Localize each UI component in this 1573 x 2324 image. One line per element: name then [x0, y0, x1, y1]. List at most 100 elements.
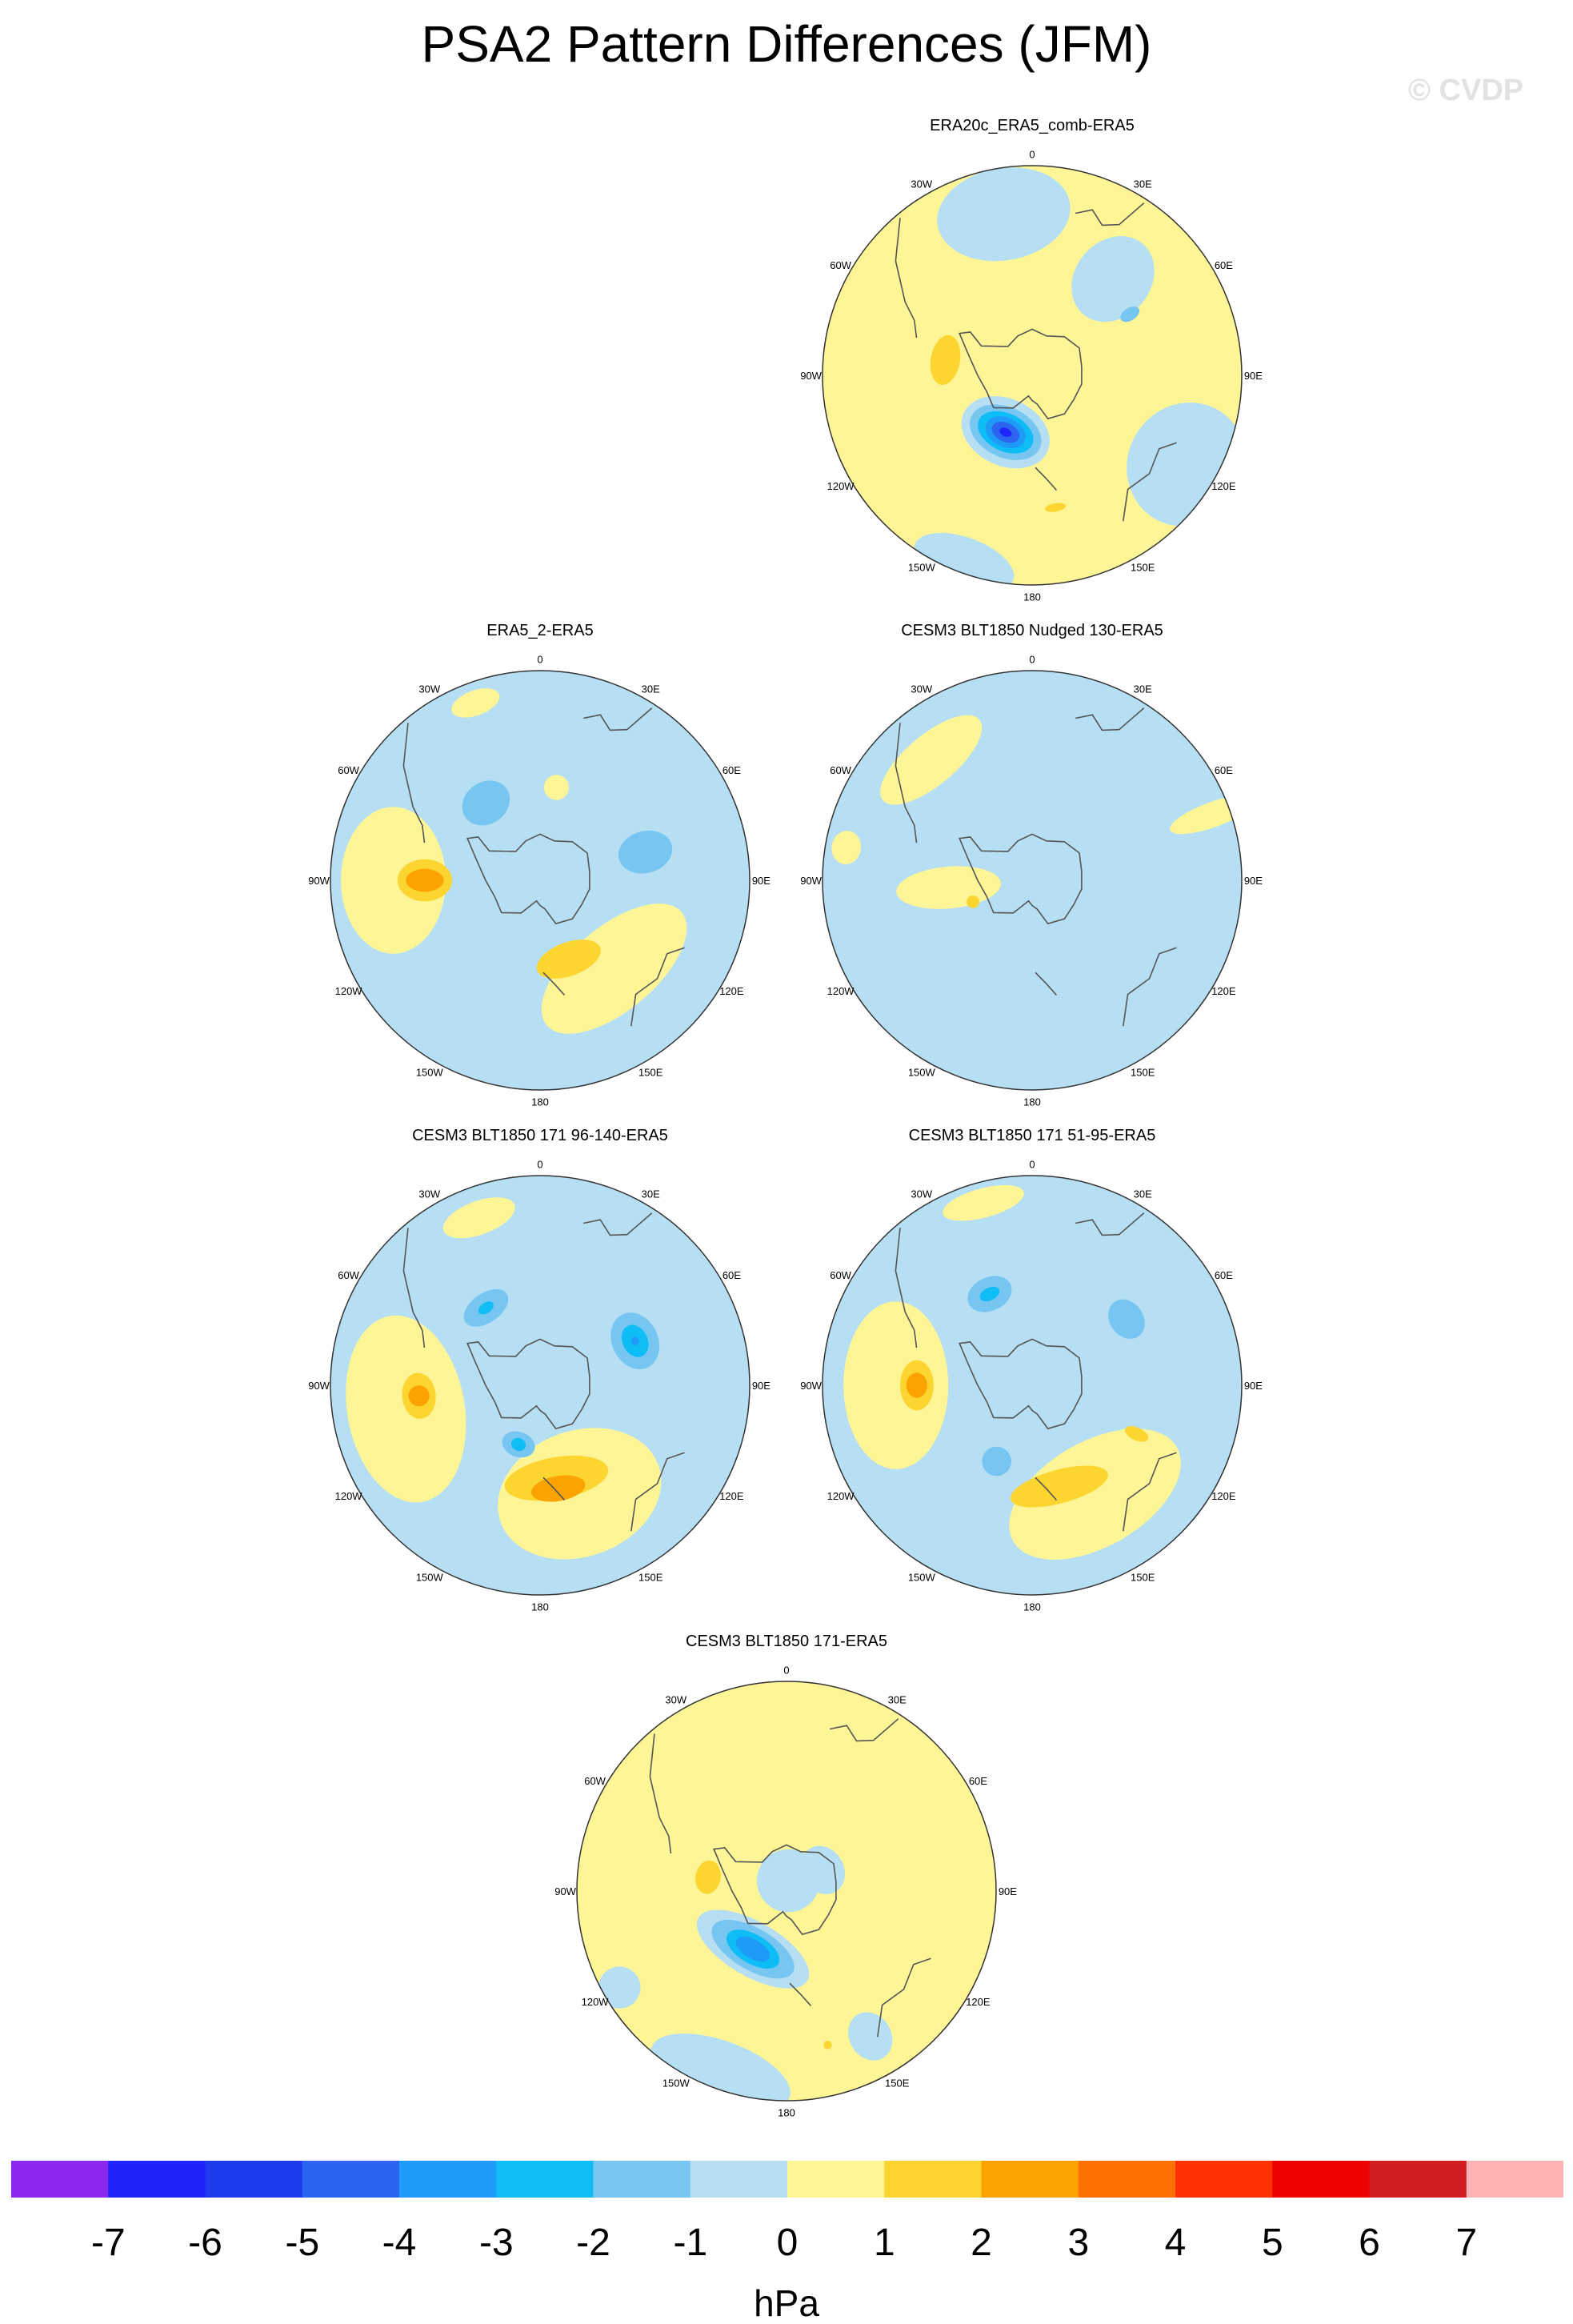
coastlines: [402, 1212, 685, 1532]
contour-region: [451, 688, 500, 718]
longitude-label: 60E: [1215, 764, 1233, 776]
contour-region: [1010, 1465, 1108, 1508]
longitude-label: 60W: [338, 764, 359, 776]
longitude-label: 180: [531, 1601, 549, 1613]
colorbar-swatch: [399, 2161, 497, 2198]
colorbar-swatch: [1466, 2161, 1563, 2198]
contour-region: [462, 780, 510, 826]
longitude-label: 150E: [885, 2077, 910, 2089]
longitude-label: 0: [1029, 149, 1035, 161]
map-boundary: [822, 670, 1243, 1091]
colorbar: -7 -6 -5 -4 -3 -2 -1 0 1 2 3 4 5 6 7: [11, 2161, 1563, 2264]
contour-region: [618, 830, 673, 874]
longitude-label: 30W: [418, 683, 440, 695]
longitude-label: 30W: [911, 178, 932, 190]
contour-region: [937, 167, 1071, 262]
panel-nudged-130: CESM3 BLT1850 Nudged 130-ERA5 0 30E 60E 90E…: [792, 622, 1272, 1118]
colorbar-tick-label: 1: [874, 2222, 895, 2264]
longitude-label: 180: [531, 1096, 549, 1108]
longitude-label: 90W: [554, 1885, 576, 1897]
contour-region: [598, 1966, 641, 2009]
panel-title: ERA5_2-ERA5: [486, 622, 594, 639]
colorbar-swatch: [108, 2161, 206, 2198]
colorbar-swatch: [787, 2161, 885, 2198]
field-background: [823, 671, 1242, 1090]
longitude-label: 90E: [1244, 370, 1263, 382]
map-boundary: [822, 1175, 1243, 1596]
longitude-label: 90W: [800, 370, 822, 382]
longitude-label: 120W: [827, 480, 855, 492]
longitude-label: 150E: [638, 1066, 663, 1078]
longitude-label: 180: [1023, 1601, 1041, 1613]
colorbar-swatch: [690, 2161, 788, 2198]
longitude-label: 90E: [1244, 875, 1263, 887]
longitude-label: 120W: [582, 1996, 610, 2008]
contour-region: [999, 427, 1012, 437]
longitude-label: 180: [778, 2106, 795, 2118]
colorbar-tick-label: -7: [91, 2222, 126, 2264]
longitude-label: 60W: [830, 259, 851, 271]
colorbar-tick-label: -5: [285, 2222, 319, 2264]
contour-region: [408, 1385, 430, 1407]
longitude-label: 180: [1023, 1096, 1041, 1108]
longitude-label: 60W: [338, 1269, 359, 1281]
panel-title: CESM3 BLT1850 171 96-140-ERA5: [412, 1127, 668, 1144]
longitude-label: 90E: [752, 875, 770, 887]
longitude-label: 90E: [1244, 1380, 1263, 1392]
longitude-label: 180: [1023, 591, 1041, 603]
colorbar-units: hPa: [754, 2282, 819, 2324]
contour-region: [442, 1197, 515, 1239]
contour-region: [880, 715, 983, 805]
contour-region: [967, 895, 980, 908]
contour-region: [943, 1184, 1024, 1221]
longitude-label: 120E: [719, 1490, 744, 1502]
map-boundary: [330, 1175, 750, 1596]
contour-region: [823, 2041, 832, 2050]
panel-171-96-140: CESM3 BLT1850 171 96-140-ERA5 0 30E 60E 90E…: [300, 1127, 780, 1623]
longitude-label: 120W: [827, 985, 855, 997]
colorbar-tick-label: -1: [673, 2222, 707, 2264]
colorbar-tick-label: -2: [576, 2222, 610, 2264]
colorbar-swatch: [1272, 2161, 1370, 2198]
coastlines: [895, 202, 1177, 522]
longitude-label: 0: [537, 654, 542, 666]
longitude-label: 60W: [584, 1775, 606, 1787]
colorbar-tick-label: 7: [1455, 2222, 1477, 2264]
longitude-label: 120W: [335, 1490, 363, 1502]
contour-region: [478, 1301, 494, 1315]
longitude-label: 30W: [665, 1694, 686, 1706]
contour-region: [1124, 1426, 1149, 1442]
longitude-label: 150W: [908, 1571, 936, 1583]
map-boundary: [330, 670, 750, 1091]
coastlines: [402, 707, 685, 1027]
colorbar-tick-label: -4: [382, 2222, 417, 2264]
contour-region: [543, 775, 570, 800]
contour-region: [831, 831, 862, 865]
contour-region: [1120, 306, 1140, 323]
longitude-label: 0: [783, 1665, 789, 1677]
longitude-label: 30E: [1134, 178, 1152, 190]
longitude-label: 150W: [908, 1066, 936, 1078]
longitude-label: 90W: [800, 875, 822, 887]
longitude-label: 120W: [827, 1490, 855, 1502]
longitude-label: 90E: [999, 1885, 1017, 1897]
figure-title: PSA2 Pattern Differences (JFM): [421, 15, 1152, 73]
longitude-label: 90W: [800, 1380, 822, 1392]
panel-era5-2: ERA5_2-ERA5 0 30E 60E 90E 120E 150E 180 150W 120…: [300, 622, 780, 1118]
colorbar-tick-label: 6: [1359, 2222, 1380, 2264]
colorbar-swatch: [205, 2161, 303, 2198]
longitude-label: 150W: [908, 561, 936, 573]
colorbar-swatch: [1175, 2161, 1273, 2198]
contour-region: [800, 1845, 845, 1894]
panel-171: CESM3 BLT1850 171-ERA5 0 30E 60E 90E 120E 150…: [546, 1633, 1027, 2129]
colorbar-tick-label: 0: [777, 2222, 799, 2264]
colorbar-tick-label: -6: [188, 2222, 222, 2264]
longitude-label: 60E: [722, 1269, 741, 1281]
longitude-label: 60E: [1215, 259, 1233, 271]
map-boundary: [576, 1681, 997, 2102]
longitude-label: 120E: [966, 1996, 991, 2008]
contour-region: [536, 940, 601, 979]
longitude-label: 0: [1029, 1159, 1035, 1171]
contour-region: [848, 2012, 893, 2061]
polar-map: 0 30E 60E 90E 120E 150E 180 150W 120W 90W 60W 30W: [800, 149, 1263, 603]
